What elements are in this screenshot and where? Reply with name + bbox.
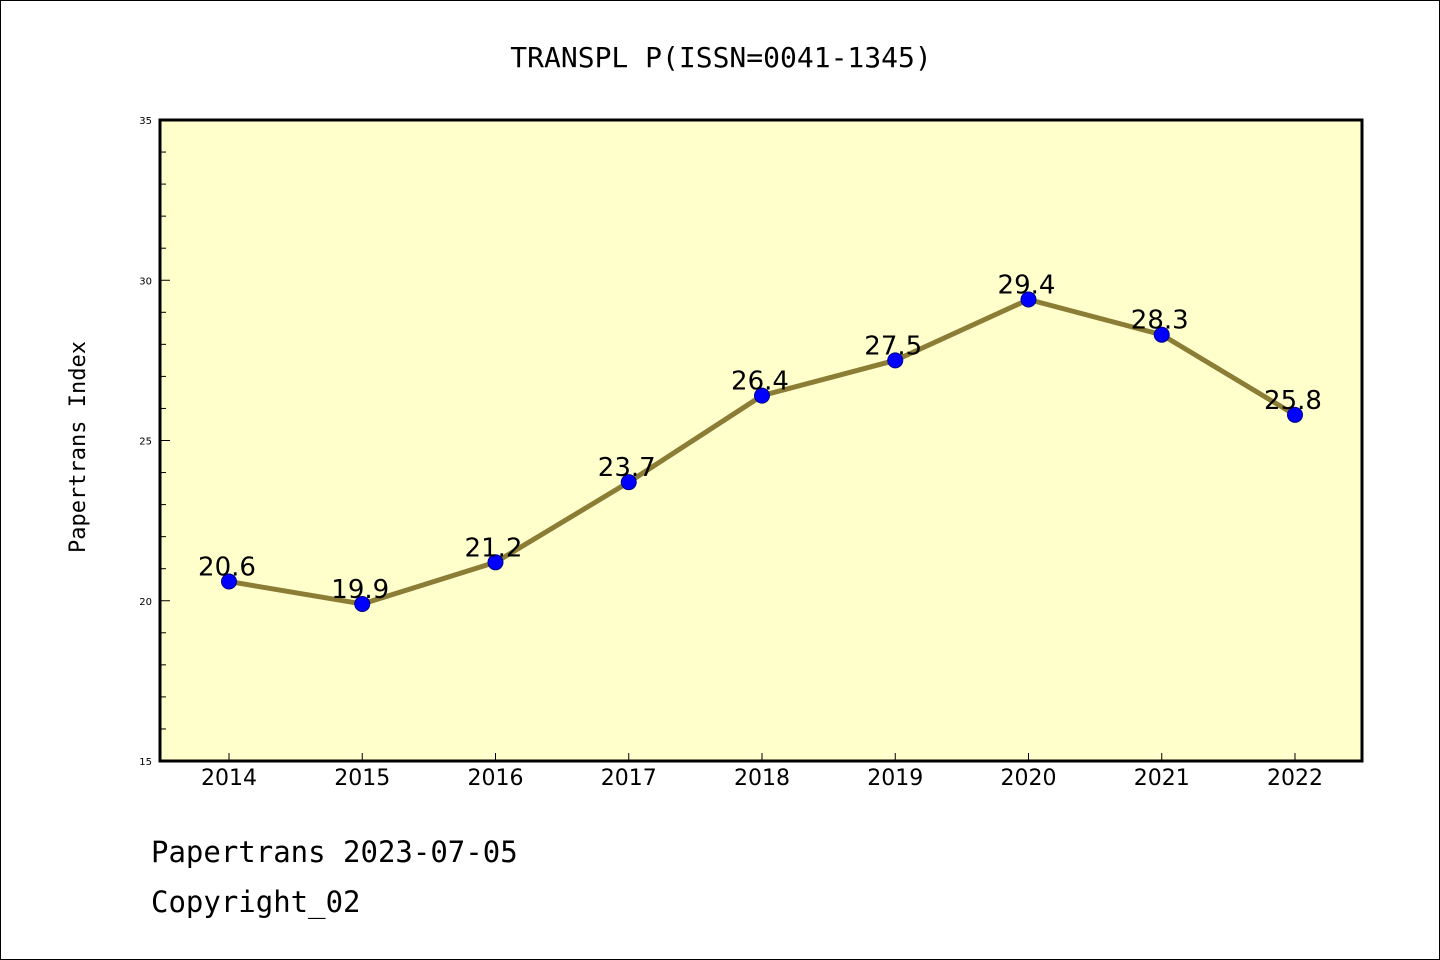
x-tick-label: 2020 xyxy=(1001,766,1057,791)
x-tick-label: 2017 xyxy=(601,766,657,791)
data-label: 21.2 xyxy=(465,533,523,563)
y-tick-label: 15 xyxy=(139,757,152,768)
y-tick-label: 30 xyxy=(139,276,152,287)
footer-date-line: Papertrans 2023-07-05 xyxy=(151,835,518,869)
y-tick-label: 20 xyxy=(139,597,152,608)
data-point xyxy=(221,573,237,590)
x-axis: 2014 2015 2016 2017 2018 2019 2020 2021 2022 xyxy=(201,753,1323,791)
plot-area xyxy=(158,118,1364,763)
y-tick-label: 35 xyxy=(139,116,152,127)
x-tick-label: 2015 xyxy=(334,766,390,791)
y-tick-label: 25 xyxy=(139,437,152,448)
y-axis: 15 20 25 30 35 xyxy=(139,116,170,768)
x-tick-label: 2018 xyxy=(734,766,790,791)
series-line: 20.6 19.9 21.2 23.7 26.4 27.5 29.4 28.3 25.8 xyxy=(198,270,1322,612)
x-tick-label: 2022 xyxy=(1267,766,1323,791)
data-label: 26.4 xyxy=(731,367,789,397)
data-label: 25.8 xyxy=(1264,386,1322,416)
data-label: 27.5 xyxy=(864,331,922,361)
data-point xyxy=(754,387,770,404)
data-point xyxy=(620,474,637,491)
x-tick-label: 2014 xyxy=(201,766,257,791)
footer-copyright: Copyright_02 xyxy=(151,885,361,919)
data-label: 19.9 xyxy=(331,575,389,605)
chart-title: TRANSPL P(ISSN=0041-1345) xyxy=(510,41,931,74)
data-point xyxy=(354,595,371,612)
y-axis-label: Papertrans Index xyxy=(66,341,91,553)
x-tick-label: 2021 xyxy=(1134,766,1190,791)
x-tick-label: 2019 xyxy=(867,766,923,791)
data-label: 29.4 xyxy=(998,270,1056,300)
data-point xyxy=(1287,406,1303,423)
data-label: 23.7 xyxy=(598,453,656,483)
data-point xyxy=(487,554,504,571)
data-label: 20.6 xyxy=(198,553,256,583)
x-tick-label: 2016 xyxy=(468,766,524,791)
data-point xyxy=(1020,291,1037,308)
data-point xyxy=(1153,326,1170,343)
data-label: 28.3 xyxy=(1131,306,1189,336)
data-point xyxy=(887,352,904,369)
